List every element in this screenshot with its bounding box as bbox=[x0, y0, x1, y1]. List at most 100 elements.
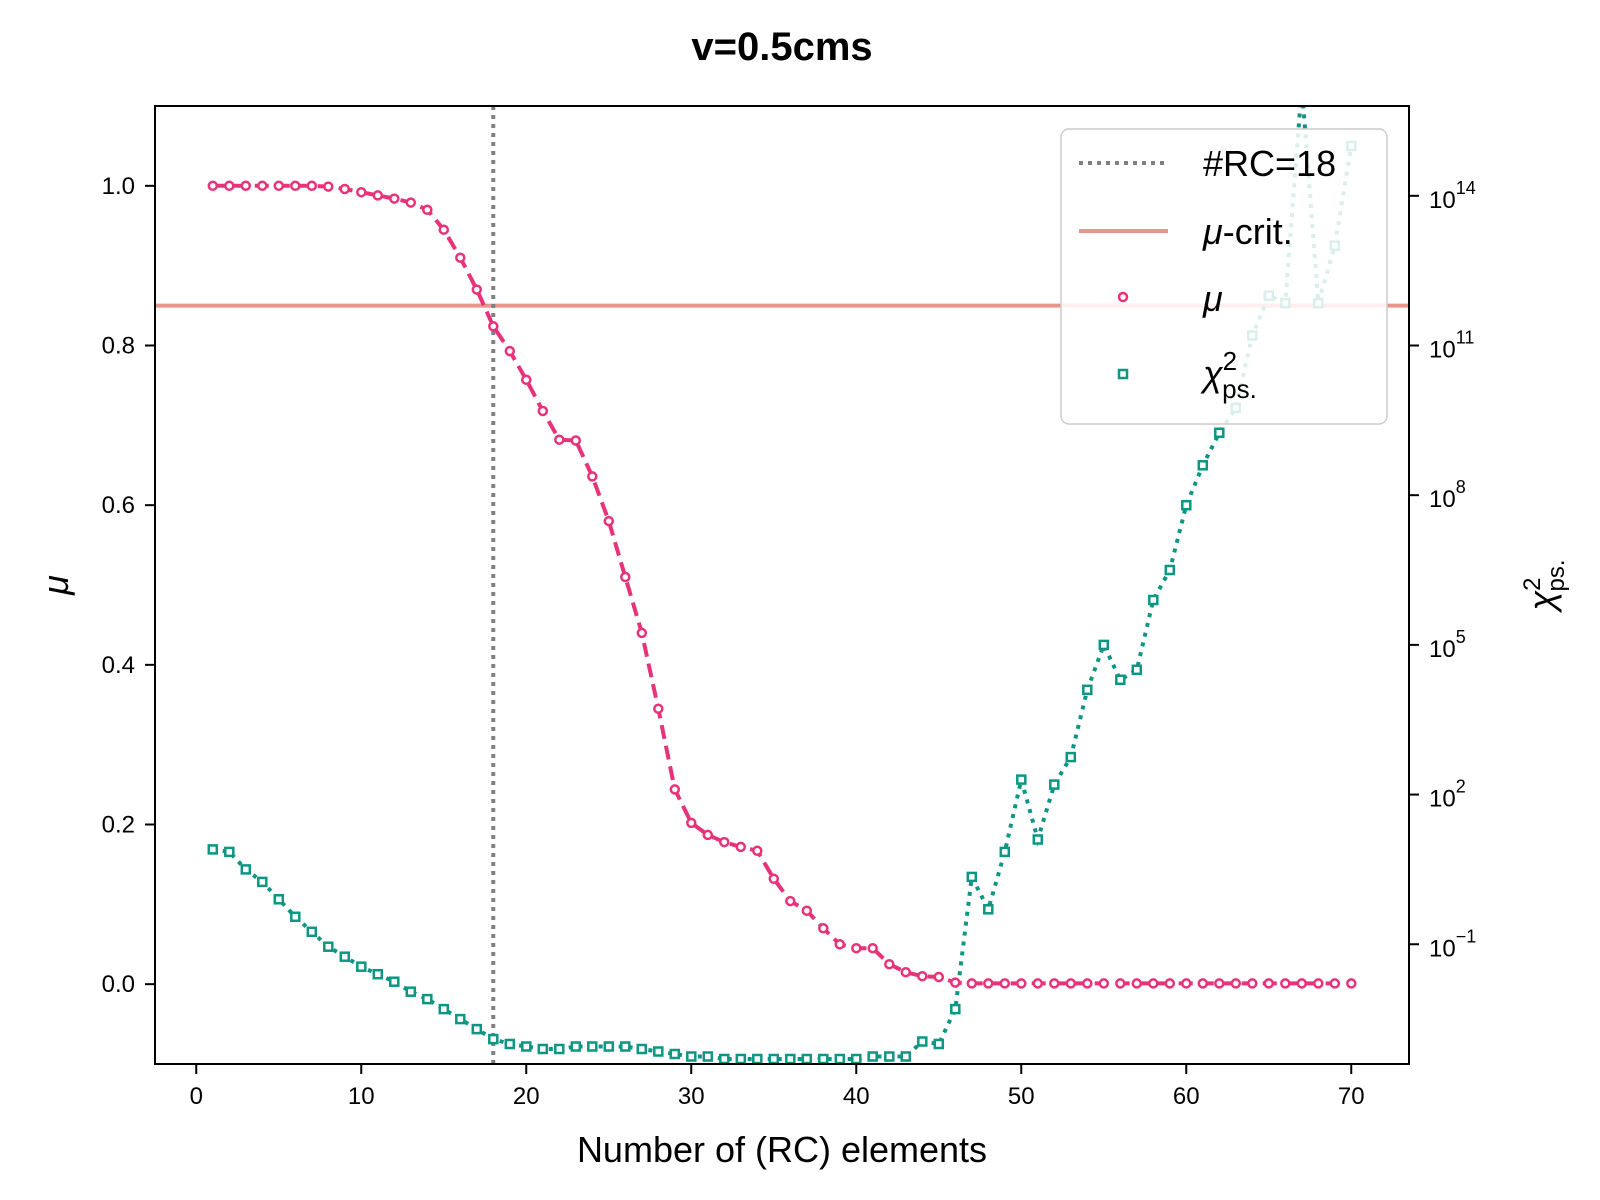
mu-point bbox=[719, 836, 730, 848]
mu-point bbox=[1131, 978, 1143, 989]
chi-point bbox=[950, 1003, 961, 1015]
mu-point bbox=[488, 321, 499, 332]
mu-point bbox=[983, 978, 994, 989]
chi-point bbox=[686, 1051, 697, 1062]
legend-box bbox=[1060, 128, 1388, 425]
chi-point bbox=[240, 864, 252, 875]
mu-point bbox=[966, 978, 978, 989]
chi-point bbox=[768, 1053, 780, 1064]
mu-point bbox=[290, 180, 301, 192]
chi-point bbox=[1115, 674, 1126, 686]
chi-point bbox=[488, 1033, 499, 1045]
legend-hline-symbol: μ bbox=[1202, 211, 1223, 252]
mu-point bbox=[735, 841, 747, 853]
y-right-axis-label-sub: ps. bbox=[1543, 559, 1570, 591]
y-axis-label: μ bbox=[35, 575, 76, 596]
chi-point bbox=[735, 1053, 747, 1064]
mu-point bbox=[669, 784, 681, 795]
x-axis-label: Number of (RC) elements bbox=[577, 1129, 987, 1170]
y-axis-ticks: 0.0 0.2 0.4 0.6 0.8 1.0 bbox=[102, 173, 155, 998]
legend: #RC=18 μ-crit. μ χ2 ps. bbox=[1060, 128, 1388, 425]
y-right-axis-label-sup: 2 bbox=[1519, 578, 1546, 591]
mu-point bbox=[1197, 978, 1209, 989]
y-tick-label: 0.0 bbox=[102, 971, 135, 998]
plot-marks bbox=[155, 106, 1409, 1064]
mu-point bbox=[389, 193, 400, 204]
mu-point bbox=[323, 181, 334, 192]
mu-point bbox=[1181, 978, 1192, 989]
chi-point bbox=[900, 1051, 912, 1062]
chi-point bbox=[669, 1048, 681, 1060]
chi-point bbox=[273, 894, 285, 905]
mu-point bbox=[438, 224, 450, 235]
mu-point bbox=[950, 977, 961, 988]
chi-point bbox=[933, 1038, 945, 1050]
mu-point bbox=[306, 180, 318, 192]
mu-point bbox=[686, 817, 697, 829]
y-tick-label: 1.0 bbox=[102, 173, 135, 200]
chi-point bbox=[1197, 460, 1209, 471]
chi-point bbox=[801, 1053, 813, 1064]
chi-point bbox=[1082, 684, 1093, 696]
mu-point bbox=[1296, 978, 1308, 989]
chi-point bbox=[471, 1023, 483, 1035]
mu-point bbox=[405, 197, 417, 208]
chi-point bbox=[1065, 751, 1077, 763]
chi-point bbox=[719, 1053, 730, 1064]
legend-hline-suffix: -crit. bbox=[1223, 211, 1293, 252]
y-tick-label: 0.2 bbox=[102, 812, 135, 839]
legend-chi-marker bbox=[1117, 368, 1129, 380]
mu-point bbox=[273, 180, 285, 192]
y-right-axis-ticks: 10−1 102 105 108 1011 1014 bbox=[1409, 178, 1476, 962]
mu-point bbox=[999, 978, 1011, 989]
mu-point bbox=[785, 895, 796, 907]
mu-point bbox=[1065, 978, 1077, 989]
x-tick-label: 0 bbox=[190, 1083, 203, 1110]
mu-point bbox=[521, 374, 532, 386]
chi-point bbox=[1214, 427, 1225, 439]
mu-point bbox=[620, 571, 631, 583]
mu-point bbox=[570, 435, 582, 446]
chi-point bbox=[1148, 594, 1159, 606]
mu-point bbox=[1148, 978, 1159, 989]
mu-point bbox=[554, 434, 565, 445]
chi-point bbox=[1181, 499, 1192, 511]
mu-point bbox=[1214, 978, 1225, 989]
chi-point bbox=[290, 911, 301, 923]
y-right-tick-label: 1011 bbox=[1429, 328, 1474, 364]
mu-point bbox=[1098, 978, 1110, 989]
y-tick-label: 0.4 bbox=[102, 652, 135, 679]
chi-point bbox=[570, 1041, 582, 1052]
y-right-axis-label: χ2ps. bbox=[1519, 559, 1570, 613]
x-tick-label: 40 bbox=[843, 1083, 870, 1110]
legend-chi-base: χ bbox=[1200, 353, 1224, 394]
mu-point bbox=[1313, 978, 1324, 989]
mu-point bbox=[1263, 978, 1275, 989]
chi-point bbox=[620, 1041, 631, 1052]
mu-point bbox=[752, 845, 763, 857]
mu-point bbox=[1082, 978, 1093, 989]
legend-mu-marker bbox=[1117, 291, 1129, 303]
chi-point bbox=[455, 1013, 466, 1025]
mu-point bbox=[818, 923, 829, 934]
mu-point bbox=[356, 186, 367, 198]
y-right-axis-label-base: χ bbox=[1521, 590, 1562, 614]
mu-point bbox=[603, 515, 615, 527]
chi-point bbox=[1016, 774, 1027, 785]
chi-point bbox=[438, 1003, 450, 1015]
mu-point bbox=[1230, 978, 1242, 989]
chi-point bbox=[504, 1038, 516, 1050]
chi-point bbox=[653, 1046, 664, 1057]
chi-point bbox=[1164, 564, 1176, 576]
chi-point bbox=[405, 986, 417, 997]
legend-mu-label: μ bbox=[1202, 278, 1223, 319]
chi-point bbox=[867, 1051, 878, 1062]
mu-point bbox=[851, 942, 862, 954]
legend-hline-label: μ-crit. bbox=[1202, 211, 1293, 252]
mu-point bbox=[1329, 978, 1341, 989]
x-tick-label: 10 bbox=[348, 1083, 375, 1110]
chi-point bbox=[587, 1041, 598, 1052]
mu-point bbox=[1247, 978, 1258, 989]
x-tick-label: 20 bbox=[513, 1083, 540, 1110]
